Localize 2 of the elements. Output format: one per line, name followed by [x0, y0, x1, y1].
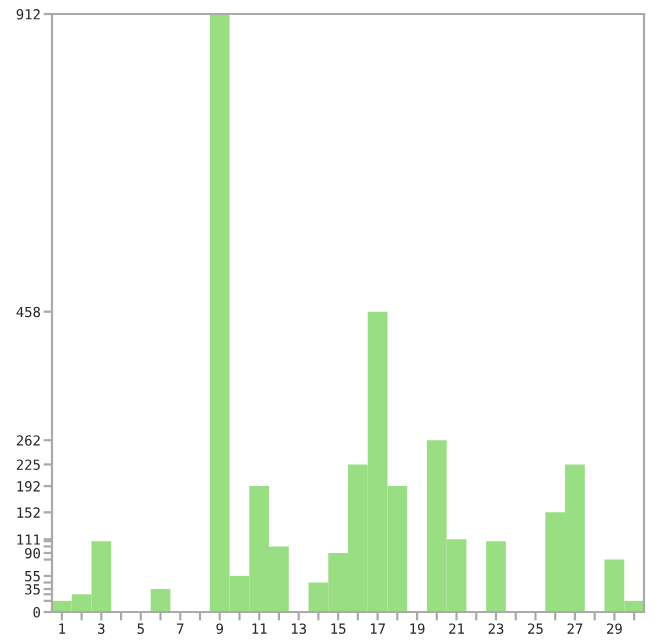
bar [150, 589, 171, 612]
bar [486, 541, 506, 612]
